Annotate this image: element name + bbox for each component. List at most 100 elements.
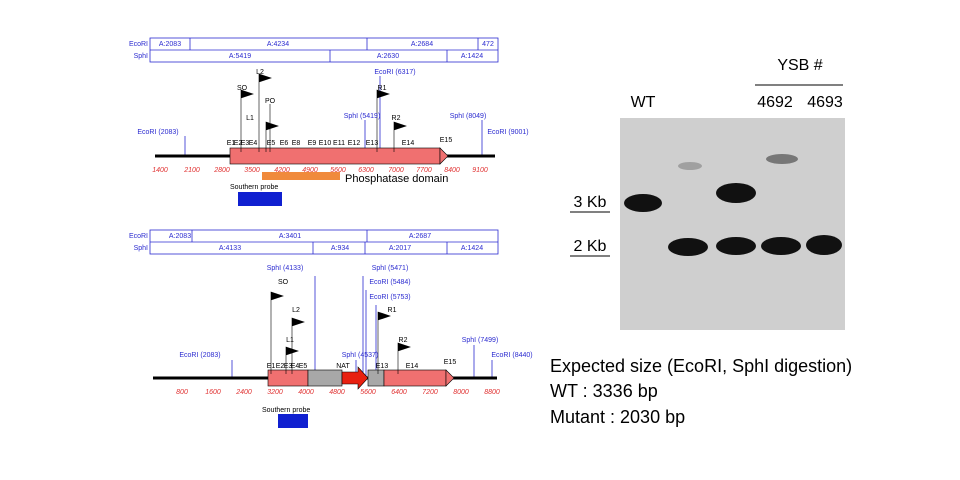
exon-label: E15	[440, 137, 453, 144]
probe-label: Southern probe	[262, 407, 310, 414]
site-label: EcoRI (5753)	[369, 294, 410, 301]
exon-label: E2	[276, 363, 285, 370]
lane-label: 4692	[757, 94, 793, 111]
primer-label: R1	[378, 85, 387, 92]
fragment-label: A:2684	[411, 41, 433, 48]
primer-label: L1	[286, 337, 294, 344]
exon-label: NAT	[336, 363, 350, 370]
scale-label: 6300	[358, 167, 374, 174]
primer-label: R2	[392, 115, 401, 122]
primer-label: SO	[237, 85, 248, 92]
scale-label: 2100	[183, 167, 200, 174]
fragment-label: A:2017	[389, 245, 411, 252]
site-label: EcoRI (6317)	[374, 69, 415, 76]
scale-label: 2800	[213, 167, 230, 174]
scale-label: 3500	[244, 167, 260, 174]
primer-label: R2	[399, 337, 408, 344]
site-label: SphI (5419)	[344, 113, 381, 120]
exon-label: E1	[267, 363, 276, 370]
scale-label: 8400	[444, 167, 460, 174]
exon-label: E8	[292, 140, 301, 147]
fragment-label: A:2083	[169, 233, 191, 240]
site-label: SphI (4537)	[342, 352, 379, 359]
site-label: EcoRI (2083)	[137, 129, 178, 136]
marker-label: 2 Kb	[574, 238, 607, 255]
fragment-label: 472	[482, 41, 494, 48]
fragment-label: A:1424	[461, 245, 483, 252]
scale-label: 4200	[274, 167, 290, 174]
probe-label: Southern probe	[230, 184, 278, 191]
scale-label: 7200	[422, 389, 438, 396]
exon-label: E15	[444, 359, 457, 366]
exon-label: E10	[319, 140, 332, 147]
marker-label: 3 Kb	[574, 194, 607, 211]
exon-label: E11	[333, 140, 345, 147]
lane-label: WT	[631, 94, 656, 111]
enzyme-label: SphI	[134, 245, 148, 252]
scale-label: 1400	[152, 167, 168, 174]
scale-label: 5600	[330, 167, 346, 174]
site-label: EcoRI (8440)	[491, 352, 532, 359]
exon-label: E4	[249, 140, 258, 147]
fragment-label: A:4133	[219, 245, 241, 252]
caption-line: Mutant : 2030 bp	[550, 407, 685, 427]
scale-label: 9100	[472, 167, 488, 174]
fragment-label: A:2083	[159, 41, 181, 48]
primer-label: PO	[265, 98, 276, 105]
fragment-label: A:1424	[461, 53, 483, 60]
exon-label: E3	[241, 140, 250, 147]
site-label: EcoRI (2083)	[179, 352, 220, 359]
enzyme-label: EcoRI	[129, 233, 148, 240]
scale-label: 7000	[388, 167, 404, 174]
site-label: EcoRI (5484)	[369, 279, 410, 286]
site-label: SphI (7499)	[462, 337, 499, 344]
scale-label: 8800	[484, 389, 500, 396]
top-map-shapes	[149, 37, 499, 378]
scale-label: 6400	[391, 389, 407, 396]
scale-label: 8000	[453, 389, 469, 396]
primer-label: L1	[246, 115, 254, 122]
exon-label: E6	[280, 140, 289, 147]
site-label: EcoRI (9001)	[487, 129, 528, 136]
site-label: SphI (5471)	[372, 265, 409, 272]
exon-label: E13	[376, 363, 389, 370]
fragment-label: A:934	[331, 245, 349, 252]
lane-label: 4693	[807, 94, 843, 111]
exon-label: E5	[267, 140, 276, 147]
primer-label: L2	[256, 69, 264, 76]
primer-label: L2	[292, 307, 300, 314]
site-label: SphI (8049)	[450, 113, 487, 120]
caption-line: Expected size (EcoRI, SphI digestion)	[550, 356, 852, 376]
primer-label: R1	[388, 307, 397, 314]
scale-label: 5600	[360, 389, 376, 396]
exon-label: E5	[299, 363, 308, 370]
gel	[570, 84, 845, 330]
exon-label: E14	[402, 140, 415, 147]
scale-label: 4800	[329, 389, 345, 396]
scale-label: 7700	[416, 167, 432, 174]
enzyme-label: SphI	[134, 53, 148, 60]
scale-label: 3200	[267, 389, 283, 396]
scale-label: 2400	[235, 389, 252, 396]
group-label: YSB #	[777, 57, 822, 74]
scale-label: 4000	[298, 389, 314, 396]
exon-label: E4	[291, 363, 300, 370]
caption-line: WT : 3336 bp	[550, 381, 658, 401]
exon-label: E12	[348, 140, 361, 147]
exon-label: E1	[227, 140, 236, 147]
scale-label: 1600	[205, 389, 221, 396]
scale-label: 800	[176, 389, 188, 396]
exon-label: E2	[234, 140, 243, 147]
scale-label: 4900	[302, 167, 318, 174]
exon-label: E3	[284, 363, 293, 370]
primer-label: SO	[278, 279, 289, 286]
exon-label: E13	[366, 140, 379, 147]
fragment-label: A:2687	[409, 233, 431, 240]
gene-shapes	[153, 73, 497, 428]
exon-label: E14	[406, 363, 419, 370]
fragment-label: A:4234	[267, 41, 289, 48]
domain-label: Phosphatase domain	[345, 173, 448, 185]
fragment-label: A:5419	[229, 53, 251, 60]
fragment-label: A:3401	[279, 233, 301, 240]
